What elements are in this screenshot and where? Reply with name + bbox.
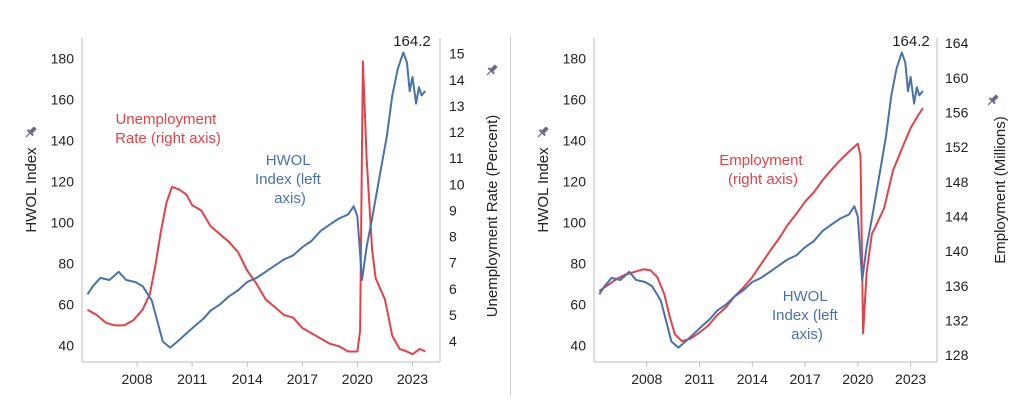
left-tick-label: 40 — [58, 338, 74, 354]
right-tick-label: 14 — [449, 72, 465, 88]
right-tick-label: 9 — [449, 202, 457, 218]
left-tick-label: 160 — [563, 92, 587, 108]
left-tick-label: 180 — [563, 51, 587, 67]
employment-line — [598, 107, 924, 343]
right-tick-label: 156 — [945, 105, 969, 121]
x-tick-label: 2011 — [177, 371, 207, 387]
hwol-index-line — [86, 51, 427, 349]
annotation-unemployment: Unemployment Rate (right axis) — [115, 111, 221, 147]
annotation-hwol-line1: HWOL — [783, 288, 828, 305]
left-tick-label: 120 — [563, 174, 587, 190]
annotation-hwol: HWOL Index (left axis) — [772, 288, 842, 343]
x-tick-label: 2017 — [789, 371, 820, 387]
x-tick-label: 2020 — [842, 371, 873, 387]
annotation-unemployment-line1: Unemployment — [115, 111, 217, 128]
x-tick-label: 2014 — [737, 371, 768, 387]
annotation-employment: Employment (right axis) — [719, 152, 807, 188]
right-tick-label: 136 — [945, 278, 969, 294]
right-tick-label: 7 — [449, 255, 457, 271]
left-axis-title: HWOL Index — [23, 147, 40, 233]
left-tick-label: 120 — [51, 174, 75, 190]
chart-left-hwol-vs-unemployment: 40 60 80 100 120 140 160 180 4 5 6 7 8 9 10 11 12 13 14 15… — [0, 0, 512, 409]
right-tick-label: 140 — [945, 243, 969, 259]
unemployment-rate-line — [87, 60, 426, 356]
right-tick-label: 6 — [449, 281, 457, 297]
left-tick-label: 160 — [51, 92, 75, 108]
annotation-unemployment-line2: Rate (right axis) — [115, 130, 221, 147]
annotation-hwol-line3: axis) — [274, 190, 306, 207]
right-axis-ticks: 4 5 6 7 8 9 10 11 12 13 14 15 — [449, 46, 465, 349]
left-tick-label: 180 — [51, 51, 75, 67]
right-axis-title: Employment (Millions) — [992, 116, 1009, 264]
right-axis-ticks: 128 132 136 140 144 148 152 156 160 164 — [945, 35, 969, 363]
right-tick-label: 11 — [449, 150, 464, 166]
pin-icon[interactable] — [23, 125, 38, 140]
hwol-index-line — [598, 51, 924, 349]
chart-right-svg: 40 60 80 100 120 140 160 180 128 132 136 140 144 148… — [535, 33, 1009, 387]
right-tick-label: 128 — [945, 347, 969, 363]
right-axis-title: Unemployment Rate (Percent) — [484, 115, 501, 318]
pin-icon[interactable] — [985, 93, 1000, 108]
left-tick-label: 140 — [563, 133, 587, 149]
x-tick-label: 2008 — [121, 371, 152, 387]
left-tick-label: 80 — [58, 256, 74, 272]
left-axis-ticks: 40 60 80 100 120 140 160 180 — [563, 51, 587, 354]
x-tick-label: 2023 — [397, 371, 428, 387]
x-tick-label: 2014 — [232, 371, 263, 387]
x-tick-label: 2011 — [684, 371, 714, 387]
left-tick-label: 40 — [570, 338, 586, 354]
right-tick-label: 152 — [945, 139, 969, 155]
left-tick-label: 60 — [58, 297, 74, 313]
x-tick-label: 2020 — [342, 371, 373, 387]
right-tick-label: 132 — [945, 312, 969, 328]
right-tick-label: 10 — [449, 176, 465, 192]
annotation-hwol-line2: Index (left — [772, 307, 839, 324]
panel-divider — [510, 36, 511, 396]
chart-left-svg: 40 60 80 100 120 140 160 180 4 5 6 7 8 9 10 11 12 13 14 15… — [23, 33, 501, 387]
left-axis-title: HWOL Index — [535, 147, 552, 233]
right-tick-label: 12 — [449, 124, 465, 140]
right-tick-label: 4 — [449, 333, 457, 349]
series-lines — [86, 51, 427, 356]
left-tick-label: 140 — [51, 133, 75, 149]
left-axis-ticks: 40 60 80 100 120 140 160 180 — [51, 51, 75, 354]
peak-value-label: 164.2 — [892, 33, 930, 50]
right-tick-label: 160 — [945, 70, 969, 86]
x-tick-label: 2017 — [287, 371, 318, 387]
right-tick-label: 164 — [945, 35, 969, 51]
right-tick-label: 15 — [449, 46, 465, 62]
right-tick-label: 5 — [449, 307, 457, 323]
pin-icon[interactable] — [535, 125, 550, 140]
annotation-employment-line1: Employment — [719, 152, 803, 169]
right-tick-label: 148 — [945, 174, 969, 190]
x-tick-label: 2008 — [631, 371, 662, 387]
x-tick-label: 2023 — [895, 371, 926, 387]
left-tick-label: 100 — [51, 215, 75, 231]
x-axis-ticks: 2008 2011 2014 2017 2020 2023 — [121, 362, 428, 387]
peak-value-label: 164.2 — [393, 33, 431, 50]
annotation-hwol-line3: axis) — [791, 326, 823, 343]
annotation-hwol-line2: Index (left — [255, 171, 322, 188]
left-tick-label: 80 — [570, 256, 586, 272]
annotation-hwol-line1: HWOL — [266, 152, 311, 169]
left-tick-label: 100 — [563, 215, 587, 231]
pin-icon[interactable] — [484, 63, 499, 78]
right-tick-label: 8 — [449, 229, 457, 245]
annotation-employment-line2: (right axis) — [728, 171, 798, 188]
series-lines — [598, 51, 924, 349]
left-tick-label: 60 — [570, 297, 586, 313]
right-tick-label: 144 — [945, 208, 969, 224]
right-tick-label: 13 — [449, 98, 465, 114]
annotation-hwol: HWOL Index (left axis) — [255, 152, 325, 207]
x-axis-ticks: 2008 2011 2014 2017 2020 2023 — [631, 362, 926, 387]
chart-right-hwol-vs-employment: 40 60 80 100 120 140 160 180 128 132 136 140 144 148… — [512, 0, 1024, 409]
